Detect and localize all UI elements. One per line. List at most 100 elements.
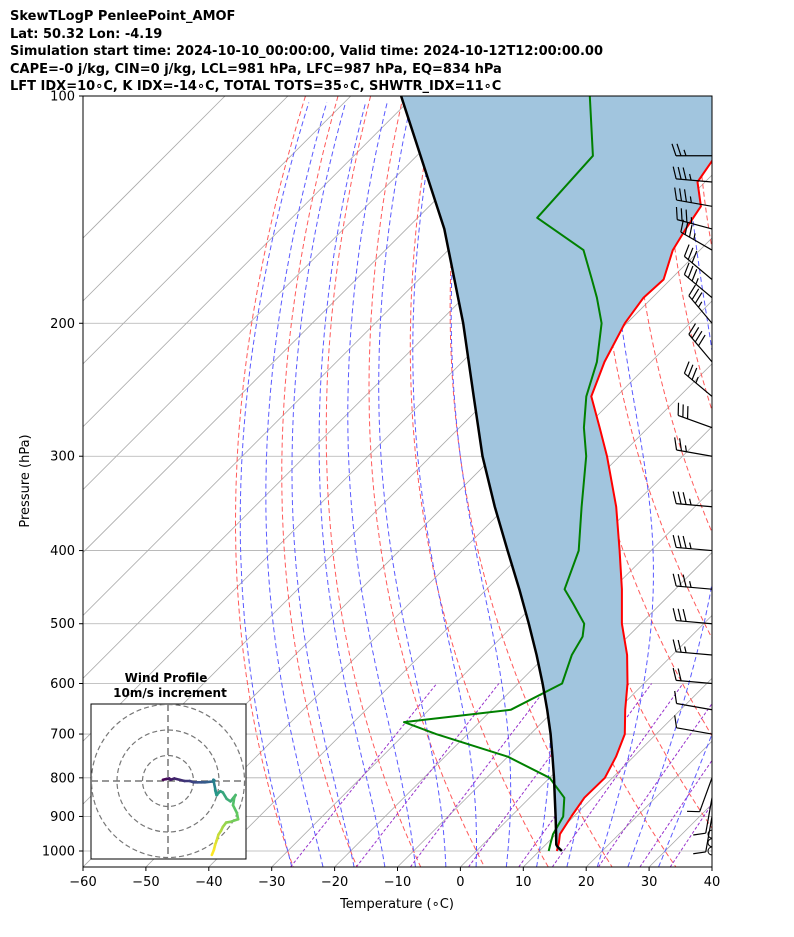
wind-barb-feather <box>682 535 687 549</box>
wind-barb-feather <box>674 690 678 704</box>
wind-barb-feather <box>691 288 700 300</box>
cape-shading <box>401 96 712 851</box>
isotherm-line <box>83 96 540 554</box>
mixing-ratio-lines <box>290 683 712 867</box>
wind-barb-feather <box>680 219 684 233</box>
wind-barb-feather <box>687 247 694 260</box>
plot-area <box>83 96 794 867</box>
stability-indices: LFT IDX=10∘C, K IDX=-14∘C, TOTAL TOTS=35… <box>10 79 502 95</box>
parcel-profile <box>399 96 563 852</box>
wind-barb-feather <box>677 668 682 681</box>
wind-barb-feather <box>694 330 703 343</box>
wind-barb-shaft <box>688 295 712 324</box>
y-tick-label: 300 <box>50 450 75 465</box>
x-tick-label: −20 <box>321 875 348 890</box>
hodograph-ring <box>91 704 246 859</box>
wind-barb-shaft <box>676 679 712 685</box>
moist-adiabat-line <box>239 102 310 867</box>
calm-wind-marker <box>707 846 712 856</box>
dry-adiabat-line <box>235 96 306 867</box>
wind-barb-shaft <box>676 503 712 508</box>
moist-adiabat-line <box>265 102 328 867</box>
y-axis-label: Pressure (hPa) <box>18 434 33 527</box>
wind-barb-shaft <box>684 372 712 397</box>
wind-barb-feather <box>672 667 677 681</box>
wind-barb-feather <box>679 188 683 202</box>
station-location: Lat: 50.32 Lon: -4.19 <box>10 26 163 42</box>
moist-adiabat-line <box>347 102 416 867</box>
x-tick-label: 40 <box>704 875 721 890</box>
moist-adiabat-line <box>318 102 386 867</box>
wind-barb-feather <box>691 327 700 339</box>
wind-barb-half-feather <box>693 233 696 240</box>
wind-barb-feather <box>679 438 683 451</box>
x-tick-label: 0 <box>456 875 464 890</box>
isotherm-line <box>83 96 352 365</box>
hodograph-segment <box>231 803 239 815</box>
wind-barb-feather <box>691 367 698 380</box>
isotherm-line <box>83 96 226 239</box>
dry-adiabat-line <box>281 96 358 867</box>
dry-adiabat-line <box>695 96 712 251</box>
wind-barb-feather <box>697 334 706 347</box>
wind-barb-feather <box>693 851 706 855</box>
y-tick-label: 600 <box>50 677 75 692</box>
y-tick-label: 200 <box>50 317 75 332</box>
wind-barb-feather <box>672 166 677 180</box>
isotherm-line <box>83 96 289 302</box>
wind-barb-feather <box>687 265 694 279</box>
wind-barb-shaft <box>680 231 712 251</box>
y-tick-label: 100 <box>50 90 75 105</box>
wind-barb-feather <box>674 187 678 201</box>
moist-adiabat-line <box>658 732 712 867</box>
dry-adiabat-line <box>409 96 549 867</box>
mixing-ratio-line <box>551 683 684 867</box>
wind-barb-feather <box>671 143 677 156</box>
moist-adiabat-line <box>291 102 355 867</box>
hodograph-segment <box>229 817 240 824</box>
wind-barb-shaft <box>677 219 712 230</box>
hodograph-subtitle: 10m/s increment <box>113 686 227 700</box>
hodograph-title: Wind Profile <box>125 671 208 685</box>
wind-barb-feather <box>688 284 696 297</box>
isotherm-line <box>83 96 414 428</box>
x-tick-label: −10 <box>384 875 411 890</box>
wind-barb-half-feather <box>683 149 687 156</box>
wind-barb-shaft <box>676 619 712 625</box>
moist-adiabats <box>239 102 712 867</box>
x-tick-label: 30 <box>641 875 658 890</box>
wind-barb-feather <box>674 715 678 728</box>
wind-barb-half-feather <box>697 301 703 308</box>
wind-barb-half-feather <box>689 581 692 588</box>
wind-barb-shaft <box>699 777 712 812</box>
wind-barb-half-feather <box>689 173 692 181</box>
wind-barb-feather <box>677 574 682 587</box>
wind-barb-shaft <box>676 199 712 207</box>
wind-barb-feather <box>682 492 687 505</box>
wind-barb-feather <box>675 206 678 220</box>
dry-adiabat-line <box>325 96 422 867</box>
wind-barb-half-feather <box>684 646 687 653</box>
x-tick-label: −60 <box>69 875 96 890</box>
wind-barb-feather <box>684 222 689 235</box>
mixing-ratio-line <box>355 683 500 867</box>
wind-barb-feather <box>683 361 690 374</box>
wind-barb-shaft <box>688 333 712 363</box>
wind-barb-half-feather <box>684 445 687 452</box>
y-tick-label: 400 <box>50 544 75 559</box>
x-tick-label: 10 <box>515 875 532 890</box>
wind-barb-feather <box>672 573 677 587</box>
mixing-ratio-line <box>409 683 551 867</box>
station-title: SkewTLogP PenleePoint_AMOF <box>10 9 236 24</box>
wind-barb-feather <box>676 143 682 156</box>
wind-barb-feather <box>691 250 698 264</box>
wind-barb-half-feather <box>689 542 692 549</box>
wind-barb-feather <box>672 608 677 621</box>
wind-barb-half-feather <box>695 278 699 285</box>
wind-barb-feather <box>683 262 690 275</box>
isotherm-line <box>397 551 712 867</box>
y-tick-label: 500 <box>50 617 75 632</box>
hodograph-segment <box>210 848 216 857</box>
wind-barb-half-feather <box>689 498 692 506</box>
dry-adiabat-line <box>729 96 794 867</box>
